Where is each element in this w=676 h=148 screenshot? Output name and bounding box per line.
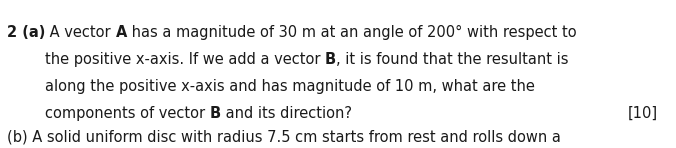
Text: components of vector: components of vector <box>45 106 210 121</box>
Text: B: B <box>210 106 221 121</box>
Text: (b) A solid uniform disc with radius 7.5 cm starts from rest and rolls down a: (b) A solid uniform disc with radius 7.5… <box>7 130 561 145</box>
Text: , it is found that the resultant is: , it is found that the resultant is <box>336 52 569 67</box>
Text: A: A <box>116 25 127 40</box>
Text: 2 (a): 2 (a) <box>7 25 45 40</box>
Text: A vector: A vector <box>45 25 116 40</box>
Text: B: B <box>325 52 336 67</box>
Text: [10]: [10] <box>628 106 658 121</box>
Text: has a magnitude of 30 m at an angle of 200° with respect to: has a magnitude of 30 m at an angle of 2… <box>127 25 577 40</box>
Text: the positive x-axis. If we add a vector: the positive x-axis. If we add a vector <box>45 52 325 67</box>
Text: and its direction?: and its direction? <box>221 106 352 121</box>
Text: along the positive x-axis and has magnitude of 10 m, what are the: along the positive x-axis and has magnit… <box>45 79 535 94</box>
